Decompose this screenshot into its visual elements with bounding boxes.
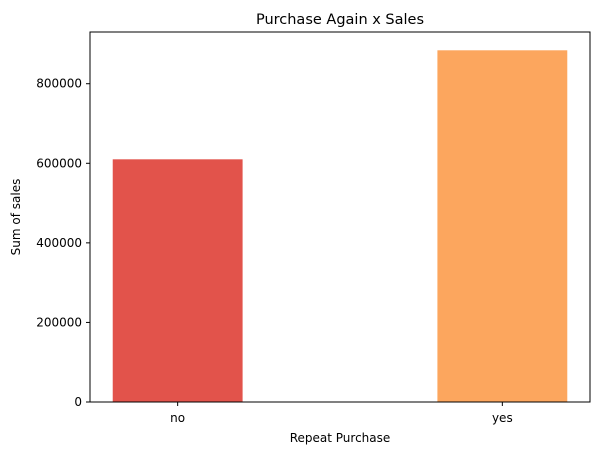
y-tick-label: 800000 — [36, 77, 82, 91]
y-tick-label: 400000 — [36, 236, 82, 250]
bar-yes — [437, 50, 568, 402]
y-axis-ticks: 0 200000 400000 600000 800000 — [36, 77, 90, 409]
y-axis-label: Sum of sales — [9, 179, 23, 256]
x-axis-label: Repeat Purchase — [290, 431, 391, 445]
x-tick-label: yes — [492, 411, 513, 425]
plot-frame — [89, 31, 591, 403]
bar-no — [112, 159, 243, 402]
chart-title: Purchase Again x Sales — [256, 12, 424, 28]
x-axis-ticks: no yes — [170, 402, 513, 425]
y-tick-label: 600000 — [36, 156, 82, 170]
y-tick-label: 200000 — [36, 315, 82, 329]
y-tick-label: 0 — [74, 395, 82, 409]
x-tick-label: no — [170, 411, 185, 425]
bar-group — [112, 50, 568, 402]
